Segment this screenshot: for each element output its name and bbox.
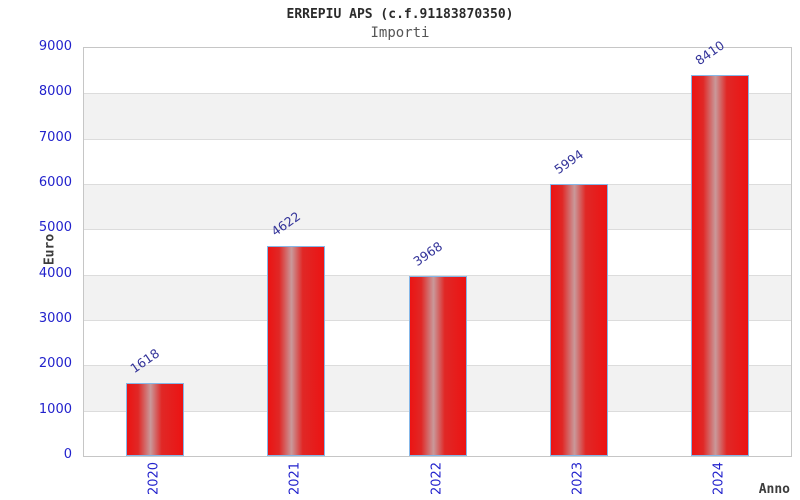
plot-band — [84, 48, 791, 93]
chart-subtitle: Importi — [370, 25, 430, 41]
bar-2023 — [549, 184, 608, 456]
chart-title: ERREPIU APS (c.f.91183870350) — [286, 7, 514, 22]
x-tick-label: 2022 — [429, 461, 444, 496]
y-tick-label: 3000 — [38, 311, 72, 326]
y-tick-label: 0 — [63, 447, 72, 462]
plot-band — [84, 139, 791, 184]
x-tick-label: 2021 — [287, 461, 303, 496]
bar-2021 — [267, 246, 326, 456]
plot-band — [84, 184, 791, 230]
x-tick-label: 2020 — [146, 461, 162, 496]
y-tick-label: 4000 — [38, 265, 72, 281]
gridline — [84, 138, 791, 140]
y-tick-label: 1000 — [38, 401, 72, 417]
gridline — [84, 93, 791, 95]
y-tick-label: 7000 — [38, 129, 72, 145]
gridline — [84, 184, 791, 185]
x-tick-label: 2023 — [570, 461, 586, 496]
bar-2020 — [125, 382, 184, 456]
x-axis-title: Anno — [758, 482, 790, 497]
gridline — [84, 274, 791, 276]
y-tick-label: 5000 — [38, 220, 72, 236]
bar-2024 — [691, 74, 750, 456]
plot-band — [84, 93, 791, 139]
y-axis-title: Euro — [42, 233, 58, 266]
y-tick-label: 8000 — [38, 84, 72, 100]
y-tick-label: 2000 — [38, 356, 72, 372]
gridline — [84, 229, 791, 231]
bar-2022 — [408, 276, 467, 456]
y-tick-label: 9000 — [38, 39, 72, 54]
plot-area: 1618 4622 3968 5994 8410 — [83, 37, 792, 457]
y-tick-label: 6000 — [38, 175, 72, 190]
